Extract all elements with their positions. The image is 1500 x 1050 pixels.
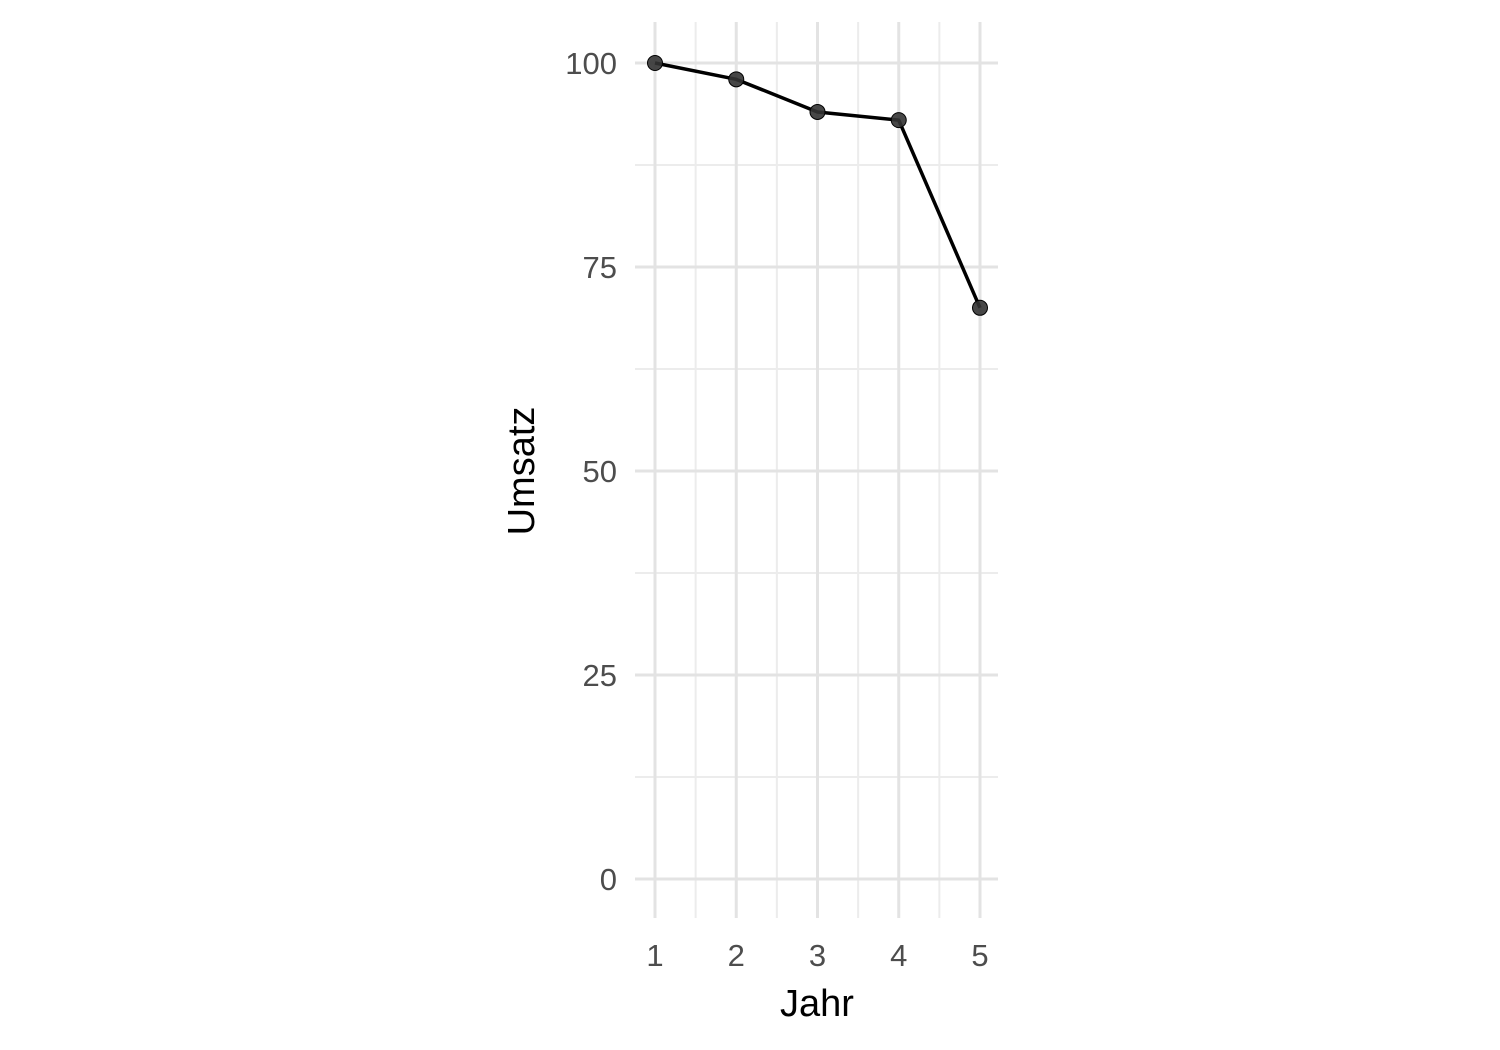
y-tick-label: 0 [600, 862, 617, 897]
grid [635, 22, 998, 918]
data-point [890, 112, 907, 129]
x-tick-label: 4 [890, 938, 907, 973]
x-axis-title: Jahr [780, 983, 854, 1025]
x-tick-label: 1 [646, 938, 663, 973]
x-tick-label: 5 [971, 938, 988, 973]
data-point [972, 299, 988, 316]
data-point [809, 103, 826, 120]
data-point [647, 55, 663, 71]
x-axis-tick-labels: 1 2 3 4 5 [646, 938, 988, 973]
y-tick-label: 75 [583, 250, 617, 285]
data-point [728, 71, 745, 88]
y-axis-title: Umsatz [501, 407, 543, 536]
data-series [647, 55, 988, 316]
y-tick-label: 100 [565, 46, 617, 81]
y-tick-label: 50 [583, 454, 617, 489]
x-tick-label: 2 [728, 938, 745, 973]
y-axis-tick-labels: 0 25 50 75 100 [565, 46, 617, 897]
x-tick-label: 3 [809, 938, 826, 973]
y-tick-label: 25 [583, 658, 617, 693]
